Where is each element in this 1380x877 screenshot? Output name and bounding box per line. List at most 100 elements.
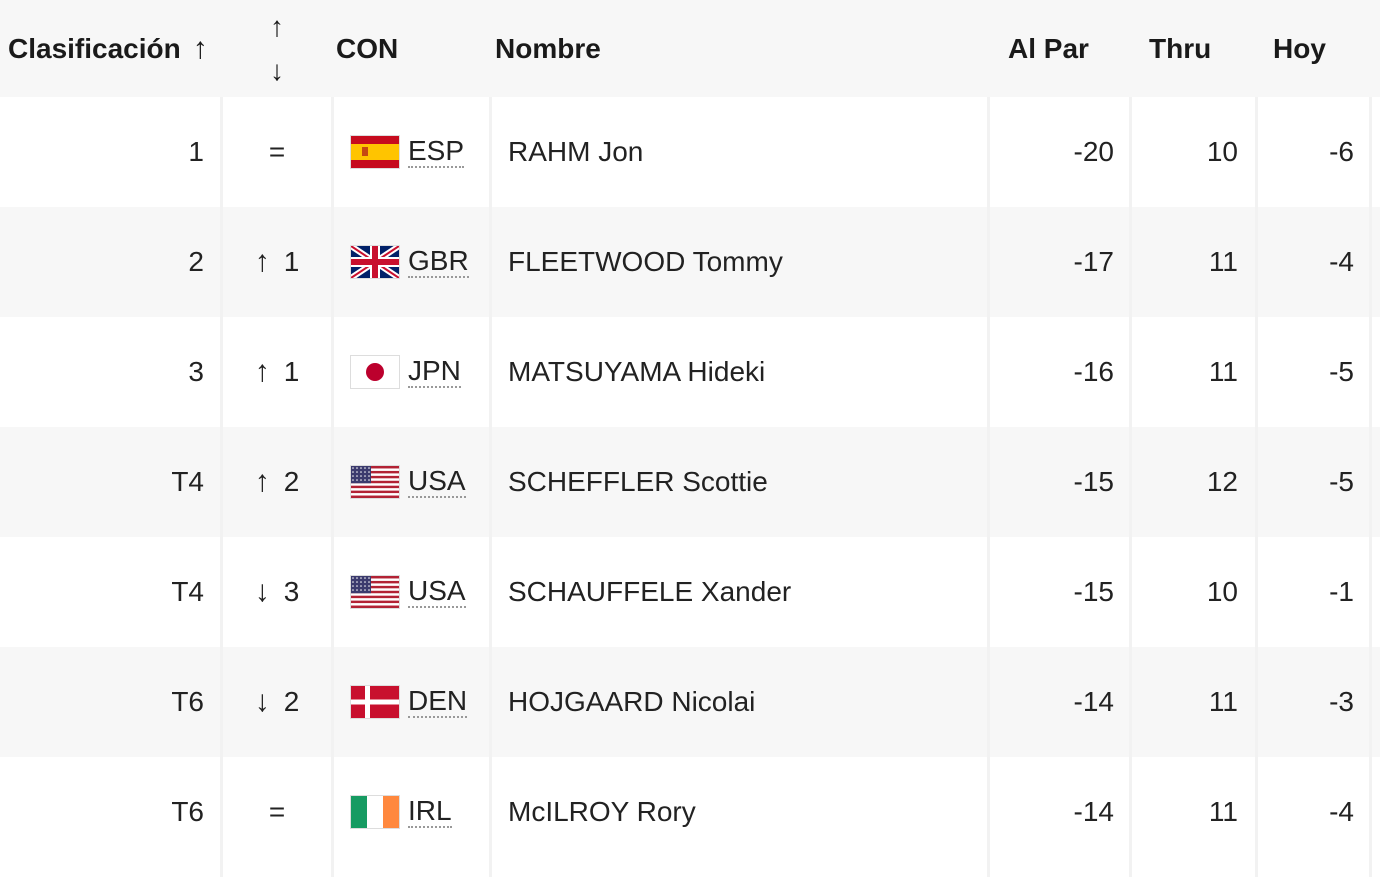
today-value: -4 [1329,796,1354,827]
player-name[interactable]: HOJGAARD Nicolai [508,686,756,717]
to-par-value: -17 [1073,246,1114,277]
player-name-cell[interactable]: RAHM Jon [492,97,988,207]
name-column-header[interactable]: Nombre [492,0,988,97]
today-cell: -3 [1258,647,1370,757]
rank-value: 1 [188,136,204,167]
to-par-value: -14 [1073,796,1114,827]
today-value: -5 [1329,356,1354,387]
player-name-cell[interactable]: HOJGAARD Nicolai [492,647,988,757]
movement-cell: ↑ 1 [222,317,332,427]
column-divider [489,97,492,877]
arrow-up-icon: ↑ [270,10,284,42]
today-value: -1 [1329,576,1354,607]
player-name[interactable]: MATSUYAMA Hideki [508,356,766,387]
country-cell: GBR [334,207,490,317]
to-par-cell: -20 [990,97,1130,207]
today-value: -4 [1329,246,1354,277]
thru-value: 11 [1208,356,1238,387]
table-row[interactable]: T4 ↓ 3 USA SCHAUFFELE Xander -15 10 -1 [0,537,1380,647]
country-code[interactable]: USA [408,575,466,608]
spain-flag-icon [350,135,400,169]
to-par-column-header[interactable]: Al Par [990,0,1130,97]
table-row[interactable]: 3 ↑ 1 JPN MATSUYAMA Hideki -16 11 -5 [0,317,1380,427]
movement-cell: ↑ 2 [222,427,332,537]
movement-column-header[interactable]: ↑ ↓ [222,0,332,97]
movement-value: = [268,796,286,827]
today-value: -5 [1329,466,1354,497]
movement-cell: ↓ 3 [222,537,332,647]
player-name-cell[interactable]: SCHAUFFELE Xander [492,537,988,647]
country-code[interactable]: DEN [408,685,468,718]
to-par-value: -15 [1073,466,1114,497]
thru-column-header[interactable]: Thru [1132,0,1256,97]
table-row[interactable]: T6 ↓ 2 DEN HOJGAARD Nicolai -14 11 -3 [0,647,1380,757]
player-name[interactable]: SCHEFFLER Scottie [508,466,768,497]
today-column-header[interactable]: Hoy [1258,0,1370,97]
table-row[interactable]: 2 ↑ 1 GBR FLEETWOOD Tommy -17 11 -4 [0,207,1380,317]
to-par-cell: -14 [990,647,1130,757]
table-row[interactable]: T4 ↑ 2 USA SCHEFFLER Scottie -15 12 -5 [0,427,1380,537]
rank-cell: 3 [0,317,220,427]
player-name-cell[interactable]: SCHEFFLER Scottie [492,427,988,537]
usa-flag-icon [350,465,400,499]
rank-cell: T4 [0,537,220,647]
name-header-label: Nombre [495,32,601,64]
column-divider [331,97,334,877]
country-code[interactable]: JPN [408,355,461,388]
to-par-cell: -16 [990,317,1130,427]
rank-value: T4 [171,576,204,607]
player-name[interactable]: SCHAUFFELE Xander [508,576,792,607]
thru-header-label: Thru [1149,32,1212,64]
country-code[interactable]: IRL [408,795,452,828]
today-header-label: Hoy [1273,32,1326,64]
column-divider [1129,97,1132,877]
sort-ascending-icon[interactable]: ↑ [192,31,208,65]
table-row[interactable]: T6 = IRL McILROY Rory -14 11 -4 [0,757,1380,867]
today-cell: -5 [1258,427,1370,537]
rank-header-label: Clasificación [8,32,181,64]
thru-cell: 11 [1132,757,1256,867]
thru-cell: 11 [1132,317,1256,427]
today-value: -3 [1329,686,1354,717]
country-cell: DEN [334,647,490,757]
to-par-cell: -15 [990,537,1130,647]
today-cell: -4 [1258,207,1370,317]
movement-value: 1 [283,246,300,277]
player-name[interactable]: FLEETWOOD Tommy [508,246,783,277]
movement-cell: ↓ 2 [222,647,332,757]
table-header: Clasificación ↑ ↑ ↓ CON Nombre Al Par Th… [0,0,1380,97]
player-name[interactable]: McILROY Rory [508,796,696,827]
arrow-up-icon: ↑ [254,355,270,388]
thru-value: 10 [1206,136,1238,167]
player-name-cell[interactable]: McILROY Rory [492,757,988,867]
rank-cell: T6 [0,757,220,867]
country-code[interactable]: ESP [408,135,465,168]
to-par-cell: -17 [990,207,1130,317]
player-name-cell[interactable]: MATSUYAMA Hideki [492,317,988,427]
usa-flag-icon [350,575,400,609]
country-cell: USA [334,427,490,537]
table-row[interactable]: 1 = ESP RAHM Jon -20 10 -6 [0,97,1380,207]
country-code[interactable]: USA [408,465,466,498]
country-cell: ESP [334,97,490,207]
rank-cell: T6 [0,647,220,757]
thru-value: 11 [1208,796,1238,827]
uk-flag-icon [350,245,400,279]
arrow-up-icon: ↑ [254,245,270,278]
player-name[interactable]: RAHM Jon [508,136,644,167]
movement-cell: = [222,757,332,867]
player-name-cell[interactable]: FLEETWOOD Tommy [492,207,988,317]
today-cell: -5 [1258,317,1370,427]
thru-cell: 11 [1132,207,1256,317]
country-cell: JPN [334,317,490,427]
country-code[interactable]: GBR [408,245,469,278]
column-divider [987,97,990,877]
japan-flag-icon [350,355,400,389]
country-column-header[interactable]: CON [334,0,490,97]
column-divider [1255,97,1258,877]
arrow-up-icon: ↑ [254,465,270,498]
today-value: -6 [1329,136,1354,167]
thru-value: 11 [1208,686,1238,717]
rank-column-header[interactable]: Clasificación ↑ [0,0,220,97]
